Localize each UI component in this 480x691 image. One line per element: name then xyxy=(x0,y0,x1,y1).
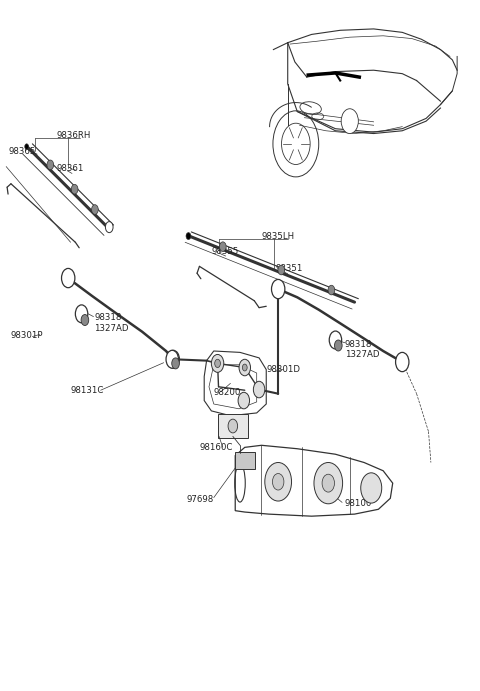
Circle shape xyxy=(242,364,247,371)
Circle shape xyxy=(265,462,291,501)
Circle shape xyxy=(166,350,179,368)
Text: 98200: 98200 xyxy=(214,388,241,397)
Circle shape xyxy=(341,108,359,133)
Circle shape xyxy=(75,305,88,323)
Circle shape xyxy=(328,285,335,295)
Text: 1327AD: 1327AD xyxy=(95,325,129,334)
Circle shape xyxy=(106,222,113,233)
Circle shape xyxy=(314,462,343,504)
Text: 98351: 98351 xyxy=(276,264,303,273)
Text: 9835LH: 9835LH xyxy=(262,232,295,241)
Circle shape xyxy=(167,350,180,368)
Circle shape xyxy=(72,184,78,194)
Circle shape xyxy=(81,314,89,325)
FancyBboxPatch shape xyxy=(217,415,248,437)
Text: 98301P: 98301P xyxy=(11,331,43,340)
Text: 98318: 98318 xyxy=(345,339,372,349)
Text: 98365: 98365 xyxy=(9,147,36,156)
Circle shape xyxy=(238,392,250,409)
Circle shape xyxy=(219,242,226,252)
Circle shape xyxy=(239,359,251,376)
Circle shape xyxy=(278,265,285,275)
Circle shape xyxy=(211,354,224,372)
Circle shape xyxy=(272,279,285,299)
Text: 98301D: 98301D xyxy=(266,365,300,374)
Circle shape xyxy=(228,419,238,433)
Circle shape xyxy=(92,205,98,214)
Text: 98131C: 98131C xyxy=(71,386,104,395)
Circle shape xyxy=(215,359,220,368)
Circle shape xyxy=(186,233,191,240)
Circle shape xyxy=(61,268,75,287)
Circle shape xyxy=(396,352,409,372)
Text: 98160C: 98160C xyxy=(199,443,233,452)
Text: 98318: 98318 xyxy=(95,314,122,323)
Text: 1327AD: 1327AD xyxy=(345,350,380,359)
FancyBboxPatch shape xyxy=(235,452,255,468)
Circle shape xyxy=(361,473,382,503)
Circle shape xyxy=(47,160,54,170)
Circle shape xyxy=(253,381,265,398)
Circle shape xyxy=(322,474,335,492)
Circle shape xyxy=(25,144,29,149)
Text: 9836RH: 9836RH xyxy=(56,131,91,140)
Text: 98100: 98100 xyxy=(344,500,372,509)
Text: 98355: 98355 xyxy=(211,247,239,256)
Circle shape xyxy=(329,331,342,349)
Circle shape xyxy=(172,358,180,369)
Circle shape xyxy=(273,473,284,490)
Circle shape xyxy=(335,340,342,351)
Text: 97698: 97698 xyxy=(187,495,214,504)
Text: 98361: 98361 xyxy=(56,164,84,173)
